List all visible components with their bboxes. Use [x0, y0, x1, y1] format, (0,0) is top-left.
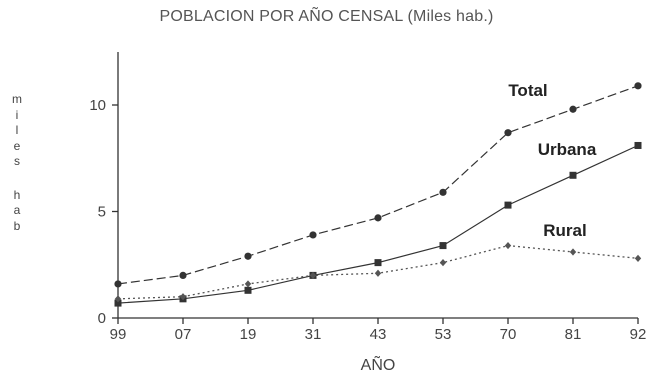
data-point-total: [634, 82, 642, 90]
y-axis-label-char: m: [12, 92, 22, 106]
y-axis-label-char: i: [15, 107, 19, 122]
data-point-total: [374, 214, 382, 222]
data-point-total: [179, 271, 187, 279]
y-axis-label-char: h: [13, 187, 21, 202]
y-axis-label-char: s: [14, 154, 20, 168]
data-point-urbana: [504, 201, 512, 209]
y-tick-label: 5: [98, 204, 106, 221]
x-tick-label: 99: [110, 326, 127, 343]
data-point-urbana: [634, 141, 642, 149]
x-axis-label: AÑO: [361, 354, 396, 374]
data-point-total: [244, 252, 252, 260]
x-tick-label: 07: [175, 326, 192, 343]
y-axis-label-char: a: [13, 203, 21, 217]
data-point-urbana: [374, 259, 382, 267]
data-point-rural: [244, 280, 252, 288]
chart-title: POBLACION POR AÑO CENSAL (Miles hab.): [159, 8, 494, 25]
x-tick-label: 53: [435, 326, 452, 343]
data-point-rural: [439, 259, 447, 267]
data-point-rural: [114, 295, 122, 303]
data-point-urbana: [114, 299, 122, 307]
x-tick-label: 92: [630, 326, 647, 343]
axes: 0 5 10 99 07 19 31 43 53 70 81 92: [89, 52, 646, 343]
data-point-rural: [179, 293, 187, 301]
series-markers: [114, 82, 642, 307]
x-tick-label: 43: [370, 326, 387, 343]
data-point-total: [569, 105, 577, 113]
series-label-total: Total: [508, 81, 547, 100]
data-point-rural: [374, 269, 382, 277]
data-point-rural: [309, 271, 317, 279]
data-point-urbana: [244, 286, 252, 294]
y-axis-label-char: b: [13, 218, 21, 233]
x-tick-label: 81: [565, 326, 582, 343]
series-labels: Total Urbana Rural: [508, 81, 597, 240]
series-label-rural: Rural: [543, 221, 586, 240]
data-point-urbana: [569, 171, 577, 179]
series-label-urbana: Urbana: [538, 140, 597, 159]
data-point-total: [504, 129, 512, 137]
data-point-rural: [504, 241, 512, 250]
y-axis-label-char: e: [13, 138, 21, 153]
data-point-rural: [569, 248, 577, 256]
data-point-total: [439, 188, 447, 196]
y-tick-label: 10: [89, 97, 106, 114]
data-point-rural: [634, 254, 642, 262]
y-axis-label-char: l: [15, 123, 19, 137]
x-tick-label: 31: [305, 326, 322, 343]
y-tick-label: 0: [98, 310, 106, 327]
x-tick-label: 19: [240, 326, 257, 343]
x-tick-label: 70: [500, 326, 517, 343]
data-point-total: [114, 280, 122, 288]
series-line-total: [117, 85, 639, 285]
data-point-urbana: [439, 242, 447, 250]
data-point-total: [309, 231, 317, 239]
